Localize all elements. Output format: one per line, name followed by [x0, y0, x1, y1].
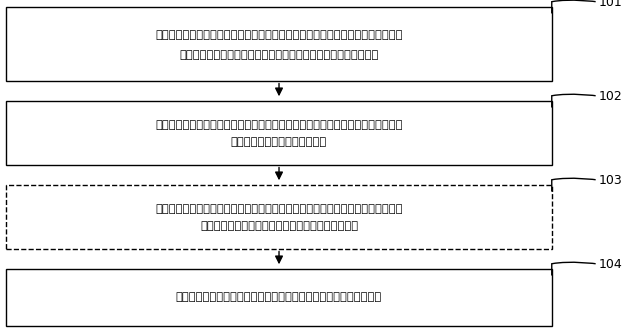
Bar: [6, 269, 552, 326]
Bar: [6, 7, 552, 81]
Text: 104: 104: [599, 258, 623, 271]
Text: 中继节点对应不同天线配置模式的信干噪比的最大值: 中继节点对应不同天线配置模式的信干噪比的最大值: [200, 221, 358, 231]
Text: 计算得到两个源节点基于不同天线配置模式的信干噪比，筛选出两个源节点与最优: 计算得到两个源节点基于不同天线配置模式的信干噪比，筛选出两个源节点与最优: [155, 204, 403, 214]
Text: 103: 103: [599, 174, 623, 187]
Bar: [6, 185, 552, 249]
Text: 将上述信干噪比最大值对应的天线配置模式设定为最优天线配置模式: 将上述信干噪比最大值对应的天线配置模式设定为最优天线配置模式: [176, 292, 382, 302]
Text: 101: 101: [599, 0, 623, 9]
Text: 102: 102: [599, 90, 623, 103]
Text: 选出最小的信干噪比作为每个中继节点对应源节点的有效信干噪比: 选出最小的信干噪比作为每个中继节点对应源节点的有效信干噪比: [179, 50, 379, 60]
Text: 基于不同中继节点的有效信干噪比，筛选出最大有效信干噪比对应的中继节点，并: 基于不同中继节点的有效信干噪比，筛选出最大有效信干噪比对应的中继节点，并: [155, 120, 403, 130]
Bar: [6, 101, 552, 165]
Text: 计算得到每个中继节点分别对应两个源节点的信干噪比，并且从这两个信干噪比中: 计算得到每个中继节点分别对应两个源节点的信干噪比，并且从这两个信干噪比中: [155, 30, 403, 40]
Text: 将该中继节点作为最优中继节点: 将该中继节点作为最优中继节点: [231, 137, 327, 147]
